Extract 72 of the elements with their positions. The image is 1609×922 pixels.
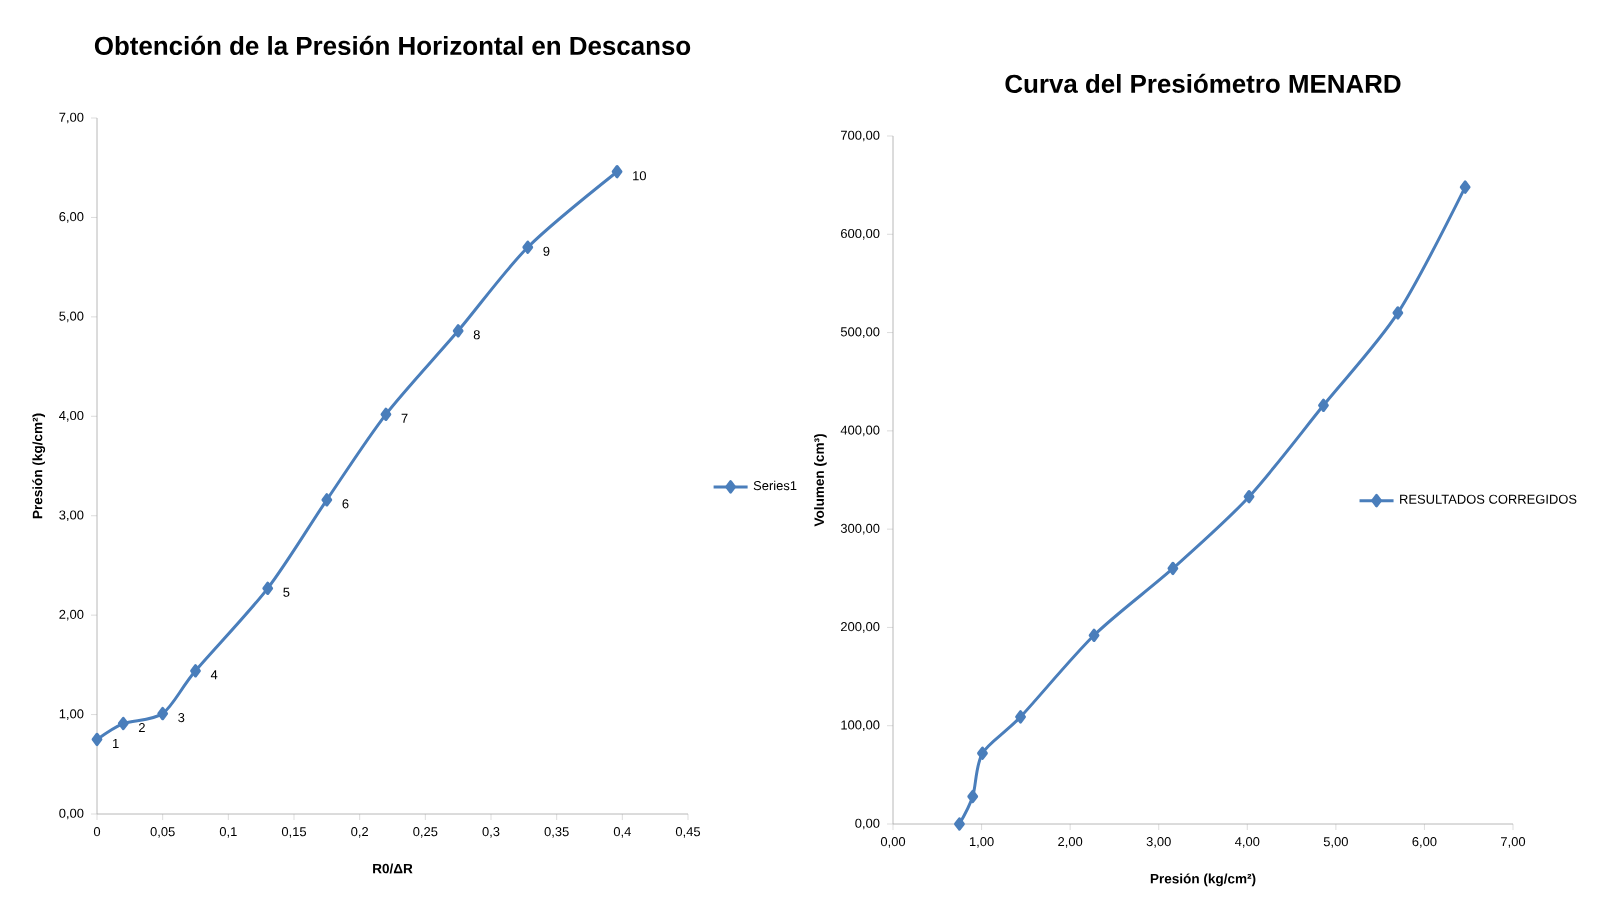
point (91, 732, 103, 747)
y-tick-label: 700,00 (841, 130, 880, 142)
annotation: 7 (401, 413, 408, 423)
point (190, 664, 201, 678)
x-tick-label: 0,4 (613, 827, 631, 838)
y-tick-label: 600,00 (841, 228, 880, 240)
point (967, 789, 979, 804)
y-tick-label: 400,00 (840, 425, 880, 437)
point (1318, 398, 1329, 412)
point (380, 407, 392, 421)
y-tick-label: 1,00 (59, 709, 84, 720)
point (262, 581, 274, 595)
y-tick-label: 300,00 (840, 523, 880, 535)
chart-title: Curva del Presiómetro MENARD (1005, 73, 1401, 93)
x-tick-label: 0,25 (413, 827, 438, 838)
y-tick-label: 0,00 (59, 808, 84, 820)
y-tick-label: 100,00 (841, 720, 880, 732)
x-tick-label: 6,00 (1412, 837, 1437, 848)
x-tick-label: 7,00 (1501, 837, 1526, 848)
annotation: 6 (342, 499, 349, 509)
annotation: 3 (178, 713, 185, 723)
x-tick-label: 0,3 (482, 827, 500, 838)
y-tick-label: 0,00 (855, 818, 880, 830)
legend-label: Series1 (753, 480, 797, 491)
x-tick-label: 0,05 (150, 827, 175, 838)
point (1088, 628, 1100, 642)
x-tick-label: 3,00 (1146, 837, 1171, 848)
y-tick-label: 6,00 (59, 212, 84, 223)
legend-label: RESULTADOS CORREGIDOS (1400, 494, 1577, 504)
annotation: 9 (543, 246, 550, 256)
point (452, 324, 464, 338)
y-tick-label: 2,00 (59, 609, 84, 621)
x-tick-label: 0,00 (880, 837, 906, 848)
point (1459, 180, 1471, 194)
y-axis-title: Volumen (cm³) (814, 434, 827, 527)
y-tick-label: 500,00 (840, 327, 880, 338)
annotation: 5 (283, 587, 290, 597)
chart-title: Obtención de la Presión Horizontal en Descanso (94, 35, 691, 56)
y-tick-label: 3,00 (59, 510, 84, 522)
point (954, 817, 965, 831)
y-tick-label: 7,00 (59, 112, 84, 124)
x-tick-label: 1,00 (969, 837, 994, 848)
point (157, 706, 169, 721)
x-tick-label: 0,35 (544, 827, 569, 838)
point (611, 165, 623, 179)
x-tick-label: 2,00 (1058, 837, 1083, 848)
x-tick-label: 0,15 (281, 827, 307, 838)
point (1015, 710, 1026, 724)
point (1167, 561, 1179, 576)
annotation: 2 (138, 723, 145, 733)
x-tick-label: 0,45 (675, 827, 701, 838)
x-tick-label: 0 (93, 827, 101, 837)
point (1243, 490, 1255, 504)
y-axis-title: Presión (kg/cm²) (32, 413, 46, 519)
annotation: 10 (633, 171, 647, 181)
annotation: 8 (473, 330, 480, 340)
point (977, 746, 988, 760)
x-tick-label: 0,2 (351, 827, 368, 838)
x-tick-label: 5,00 (1323, 837, 1348, 848)
x-tick-label: 0,1 (219, 827, 237, 838)
y-tick-label: 200,00 (841, 622, 880, 633)
point (117, 716, 129, 731)
annotation: 1 (113, 738, 119, 748)
point (522, 240, 534, 254)
point (1392, 306, 1404, 320)
x-tick-label: 4,00 (1235, 837, 1260, 848)
x-axis-title: Presión (kg/cm²) (1150, 873, 1256, 887)
y-tick-label: 5,00 (59, 311, 84, 323)
point (321, 493, 333, 507)
annotation: 4 (210, 670, 218, 680)
x-axis-title: R0/ΔR (373, 863, 413, 874)
y-tick-label: 4,00 (59, 410, 84, 422)
